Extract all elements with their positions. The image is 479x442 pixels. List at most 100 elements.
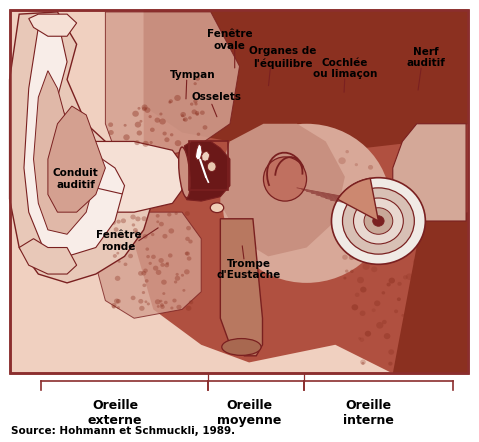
Circle shape: [135, 122, 141, 128]
Circle shape: [164, 301, 168, 304]
Circle shape: [452, 314, 458, 319]
Circle shape: [350, 18, 355, 23]
Circle shape: [155, 118, 160, 123]
Circle shape: [240, 26, 243, 30]
Circle shape: [168, 253, 172, 258]
Circle shape: [441, 100, 447, 107]
Circle shape: [335, 63, 338, 66]
Circle shape: [161, 280, 167, 285]
Circle shape: [460, 69, 465, 74]
Circle shape: [416, 337, 421, 342]
Circle shape: [185, 237, 190, 241]
Circle shape: [458, 148, 465, 154]
Circle shape: [251, 65, 256, 70]
Circle shape: [402, 122, 409, 127]
Circle shape: [280, 107, 286, 112]
Circle shape: [143, 268, 148, 273]
Circle shape: [265, 41, 272, 47]
Ellipse shape: [179, 147, 190, 198]
Circle shape: [174, 280, 177, 283]
Circle shape: [183, 117, 188, 122]
Circle shape: [176, 305, 182, 309]
Polygon shape: [184, 141, 230, 201]
Polygon shape: [220, 219, 262, 356]
Circle shape: [264, 17, 272, 24]
Circle shape: [267, 104, 275, 111]
Circle shape: [142, 141, 149, 147]
Circle shape: [239, 92, 243, 96]
Circle shape: [361, 362, 365, 365]
Circle shape: [195, 113, 199, 116]
Circle shape: [265, 89, 272, 95]
Circle shape: [272, 114, 279, 120]
Circle shape: [365, 331, 371, 337]
Polygon shape: [220, 124, 345, 256]
Circle shape: [172, 298, 177, 302]
Circle shape: [117, 306, 120, 309]
Circle shape: [166, 262, 169, 265]
Circle shape: [174, 95, 181, 101]
Circle shape: [175, 276, 180, 281]
Circle shape: [280, 118, 286, 123]
Circle shape: [167, 213, 171, 217]
Circle shape: [413, 259, 419, 264]
Circle shape: [135, 140, 140, 145]
Text: Oreille
moyenne: Oreille moyenne: [217, 399, 281, 427]
Circle shape: [435, 60, 441, 65]
Circle shape: [274, 26, 279, 31]
Circle shape: [153, 266, 159, 271]
Polygon shape: [195, 144, 202, 160]
Circle shape: [274, 87, 279, 92]
Circle shape: [452, 274, 456, 278]
Circle shape: [182, 118, 185, 121]
Circle shape: [255, 69, 260, 73]
Circle shape: [399, 148, 402, 152]
Polygon shape: [19, 239, 77, 274]
Circle shape: [262, 54, 269, 60]
Wedge shape: [338, 178, 378, 221]
Circle shape: [274, 105, 281, 111]
Circle shape: [331, 178, 425, 264]
Circle shape: [185, 251, 189, 255]
Circle shape: [181, 274, 184, 277]
Circle shape: [170, 133, 173, 137]
Circle shape: [363, 263, 370, 270]
Circle shape: [416, 332, 419, 334]
Circle shape: [244, 84, 248, 88]
Circle shape: [156, 214, 160, 217]
Circle shape: [160, 263, 165, 267]
Circle shape: [185, 251, 190, 256]
Circle shape: [138, 299, 143, 304]
Circle shape: [269, 31, 275, 37]
Polygon shape: [134, 10, 468, 373]
Circle shape: [285, 92, 288, 95]
Circle shape: [162, 234, 168, 239]
Circle shape: [387, 282, 391, 286]
Circle shape: [169, 99, 173, 103]
Circle shape: [436, 341, 442, 346]
Polygon shape: [34, 71, 96, 234]
Circle shape: [132, 223, 135, 227]
Circle shape: [240, 36, 246, 41]
Circle shape: [115, 276, 120, 281]
Circle shape: [401, 314, 404, 317]
Circle shape: [427, 361, 431, 363]
Circle shape: [284, 47, 287, 50]
Circle shape: [108, 122, 113, 127]
Polygon shape: [77, 141, 182, 212]
Circle shape: [170, 306, 173, 309]
Circle shape: [339, 45, 342, 47]
Circle shape: [267, 64, 273, 69]
Circle shape: [282, 31, 285, 34]
Circle shape: [277, 103, 283, 108]
FancyBboxPatch shape: [10, 10, 468, 373]
Circle shape: [146, 255, 150, 258]
Circle shape: [249, 72, 253, 76]
Polygon shape: [393, 212, 468, 373]
Circle shape: [279, 47, 285, 53]
Circle shape: [402, 129, 407, 133]
Circle shape: [193, 99, 198, 103]
Circle shape: [386, 58, 391, 63]
Text: Oreille
interne: Oreille interne: [343, 399, 394, 427]
Circle shape: [164, 263, 169, 267]
